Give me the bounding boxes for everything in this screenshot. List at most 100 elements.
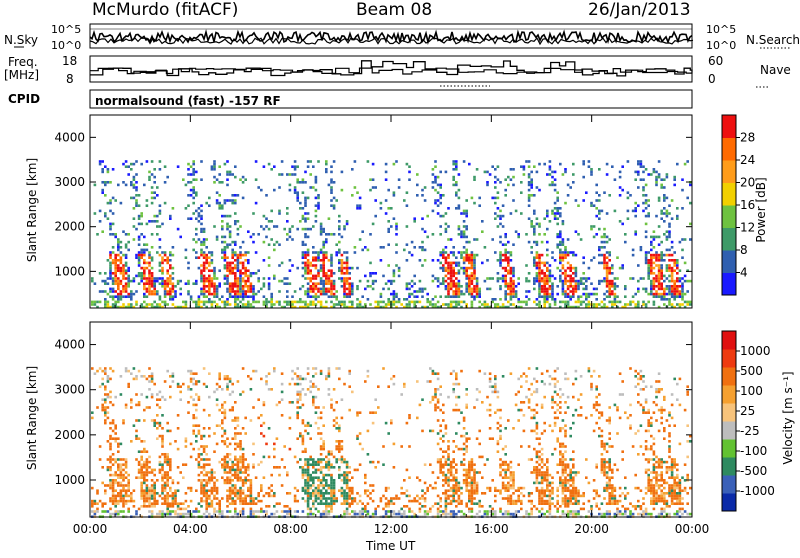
heatmap-cell xyxy=(166,262,169,265)
heatmap-cell xyxy=(218,513,221,516)
heatmap-cell xyxy=(419,280,422,283)
heatmap-cell xyxy=(658,176,661,179)
heatmap-cell xyxy=(281,173,284,176)
heatmap-cell xyxy=(169,275,172,278)
heatmap-cell xyxy=(424,497,427,500)
heatmap-cell xyxy=(302,207,305,210)
heatmap-cell xyxy=(156,414,159,417)
heatmap-cell xyxy=(637,173,640,176)
heatmap-cell xyxy=(296,375,299,378)
heatmap-cell xyxy=(213,225,216,228)
heatmap-cell xyxy=(307,303,310,306)
heatmap-cell xyxy=(338,303,341,306)
heatmap-cell xyxy=(260,288,263,291)
heatmap-cell xyxy=(286,173,289,176)
heatmap-cell xyxy=(562,301,565,304)
heatmap-cell xyxy=(629,194,632,197)
heatmap-cell xyxy=(640,246,643,249)
heatmap-cell xyxy=(432,181,435,184)
heatmap-cell xyxy=(237,267,240,270)
heatmap-cell xyxy=(317,388,320,391)
heatmap-cell xyxy=(546,301,549,304)
heatmap-cell xyxy=(125,463,128,466)
heatmap-cell xyxy=(156,492,159,495)
heatmap-cell xyxy=(151,220,154,223)
heatmap-cell xyxy=(213,495,216,498)
heatmap-cell xyxy=(642,301,645,304)
heatmap-cell xyxy=(195,404,198,407)
heatmap-cell xyxy=(564,202,567,205)
heatmap-cell xyxy=(647,259,650,262)
heatmap-cell xyxy=(96,370,99,373)
heatmap-cell xyxy=(510,178,513,181)
heatmap-cell xyxy=(294,372,297,375)
heatmap-cell xyxy=(468,285,471,288)
heatmap-cell xyxy=(533,280,536,283)
heatmap-cell xyxy=(109,290,112,293)
heatmap-cell xyxy=(250,495,253,498)
heatmap-cell xyxy=(439,197,442,200)
heatmap-cell xyxy=(653,280,656,283)
heatmap-cell xyxy=(406,204,409,207)
heatmap-cell xyxy=(153,288,156,291)
heatmap-cell xyxy=(333,197,336,200)
heatmap-cell xyxy=(247,495,250,498)
heatmap-cell xyxy=(172,298,175,301)
heatmap-cell xyxy=(299,298,302,301)
heatmap-cell xyxy=(205,500,208,503)
heatmap-cell xyxy=(330,178,333,181)
heatmap-cell xyxy=(536,256,539,259)
heatmap-cell xyxy=(432,259,435,262)
heatmap-cell xyxy=(663,197,666,200)
heatmap-cell xyxy=(364,474,367,477)
heatmap-cell xyxy=(242,513,245,516)
heatmap-cell xyxy=(512,293,515,296)
heatmap-cell xyxy=(406,259,409,262)
heatmap-cell xyxy=(504,269,507,272)
heatmap-cell xyxy=(231,502,234,505)
heatmap-cell xyxy=(655,259,658,262)
heatmap-cell xyxy=(317,417,320,420)
heatmap-cell xyxy=(205,484,208,487)
heatmap-cell xyxy=(335,458,338,461)
heatmap-cell xyxy=(117,277,120,280)
heatmap-cell xyxy=(252,497,255,500)
heatmap-cell xyxy=(278,280,281,283)
heatmap-cell xyxy=(169,489,172,492)
heatmap-cell xyxy=(556,197,559,200)
heatmap-cell xyxy=(211,489,214,492)
heatmap-cell xyxy=(330,285,333,288)
heatmap-cell xyxy=(655,256,658,259)
heatmap-cell xyxy=(471,267,474,270)
heatmap-cell xyxy=(304,277,307,280)
heatmap-cell xyxy=(322,458,325,461)
heatmap-cell xyxy=(455,290,458,293)
heatmap-cell xyxy=(551,256,554,259)
heatmap-cell xyxy=(291,295,294,298)
heatmap-cell xyxy=(224,456,227,459)
heatmap-cell xyxy=(203,383,206,386)
heatmap-cell xyxy=(569,264,572,267)
heatmap-cell xyxy=(437,285,440,288)
heatmap-cell xyxy=(341,445,344,448)
heatmap-cell xyxy=(611,301,614,304)
heatmap-cell xyxy=(273,303,276,306)
heatmap-cell xyxy=(255,370,258,373)
heatmap-cell xyxy=(603,293,606,296)
heatmap-cell xyxy=(250,513,253,516)
heatmap-cell xyxy=(653,238,656,241)
heatmap-cell xyxy=(614,178,617,181)
heatmap-cell xyxy=(619,220,622,223)
heatmap-cell xyxy=(439,186,442,189)
heatmap-cell xyxy=(229,502,232,505)
heatmap-cell xyxy=(179,280,182,283)
heatmap-cell xyxy=(491,238,494,241)
heatmap-cell xyxy=(91,502,94,505)
heatmap-cell xyxy=(325,251,328,254)
heatmap-cell xyxy=(330,476,333,479)
heatmap-cell xyxy=(166,282,169,285)
heatmap-cell xyxy=(205,295,208,298)
heatmap-cell xyxy=(585,295,588,298)
heatmap-cell xyxy=(94,513,97,516)
heatmap-cell xyxy=(445,171,448,174)
